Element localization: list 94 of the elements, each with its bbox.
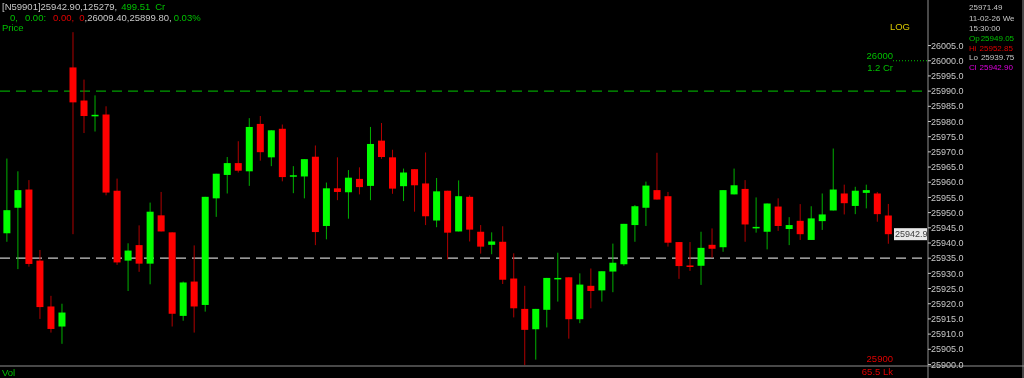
text: 25952.85 [979,44,1014,53]
y-tick-label: 26005.0 [931,40,964,51]
candlestick [642,181,650,227]
candlestick [708,227,716,259]
candlestick [234,140,242,174]
annotation: [N59901]25942.90,125279, [2,1,118,12]
y-tick-label: 25905.0 [931,344,964,355]
annotation: 1.2 Cr [867,62,893,73]
text: Hi [969,44,977,53]
annotation: LOG [889,21,910,32]
candlestick [411,168,419,213]
text: 25949.05 [980,34,1015,43]
candlestick [697,231,705,286]
candlestick [631,204,639,243]
candlestick [300,158,308,199]
candlestick [862,184,870,209]
candlestick [488,231,496,255]
annotation: 0, [10,12,18,23]
annotation: 499.51 [121,1,151,12]
candlestick [378,122,385,160]
candlestick [47,295,55,334]
annotation: 0 [79,12,85,23]
y-tick-label: 25940.0 [931,238,964,249]
annotation: Price [2,22,24,33]
candlestick [400,168,408,202]
y-tick-label: 25955.0 [931,192,964,203]
y-tick-label: 25960.0 [931,177,964,188]
candlestick [333,156,341,201]
candlestick [829,148,837,211]
candlestick [785,216,793,246]
y-tick-label: 25970.0 [931,147,964,158]
annotation: 0.00: [24,12,47,23]
candlestick [774,197,782,232]
candlestick [675,241,683,280]
annotation: 25900 [866,353,893,364]
text: 11-02-26 We [969,14,1016,23]
candlestick [532,308,540,361]
text: Vol [2,367,16,378]
y-tick-label: 25995.0 [931,71,964,82]
y-tick-label: 25925.0 [931,283,964,294]
y-tick-label: 25990.0 [931,86,964,97]
candlestick [289,165,297,194]
candlestick [477,224,485,255]
candlestick [653,152,661,201]
candlestick [80,79,88,134]
candlestick [135,224,143,273]
candlestick [3,158,11,243]
text: Op [969,34,981,43]
candlestick [873,191,881,223]
y-tick-label: 25950.0 [931,207,964,218]
text: 25942.9 [895,229,928,240]
annotation: 0.03% [173,12,202,23]
candlestick [796,203,804,241]
text: 25939.75 [980,53,1015,62]
y-tick-label: 26000.0 [931,55,964,66]
candlestick [223,156,231,194]
candlestick [807,205,815,241]
text: 15:30:00 [969,24,1001,33]
candlestick [686,241,694,272]
candlestick [598,270,606,303]
candlestick [587,268,595,309]
annotation: Cr [155,1,166,12]
annotation: ,26009.40,25899.80, [84,12,172,23]
y-tick-label: 25915.0 [931,314,964,325]
y-tick-label: 25975.0 [931,131,964,142]
y-tick-label: 25900.0 [931,359,964,370]
candlestick [344,169,352,220]
annotation: 0.00, [53,12,75,23]
candlestick [840,184,848,215]
y-tick-label: 25910.0 [931,329,964,340]
candlestick [521,285,529,366]
text: Cl [969,63,977,72]
y-tick-label: 25945.0 [931,222,964,233]
y-tick-label: 25935.0 [931,253,964,264]
candlestick [124,242,132,292]
candlestick [884,203,892,245]
text: 25942.90 [979,63,1014,72]
candlestick [14,170,22,270]
candlestick [58,303,66,345]
candlestick [609,243,617,293]
text: 25971.49 [969,3,1003,12]
candlestick [355,166,363,195]
candlestick [157,191,165,232]
candlestick [730,168,738,195]
y-tick-label: 25980.0 [931,116,964,127]
y-tick-label: 25985.0 [931,101,964,112]
y-tick-label: 25965.0 [931,162,964,173]
text: Lo [969,53,979,62]
annotation: 26000 [866,50,893,61]
text: 65.5 Lk [861,366,894,377]
y-tick-label: 25920.0 [931,298,964,309]
y-tick-label: 25930.0 [931,268,964,279]
candlestick [851,186,859,215]
candlestick [818,192,826,231]
